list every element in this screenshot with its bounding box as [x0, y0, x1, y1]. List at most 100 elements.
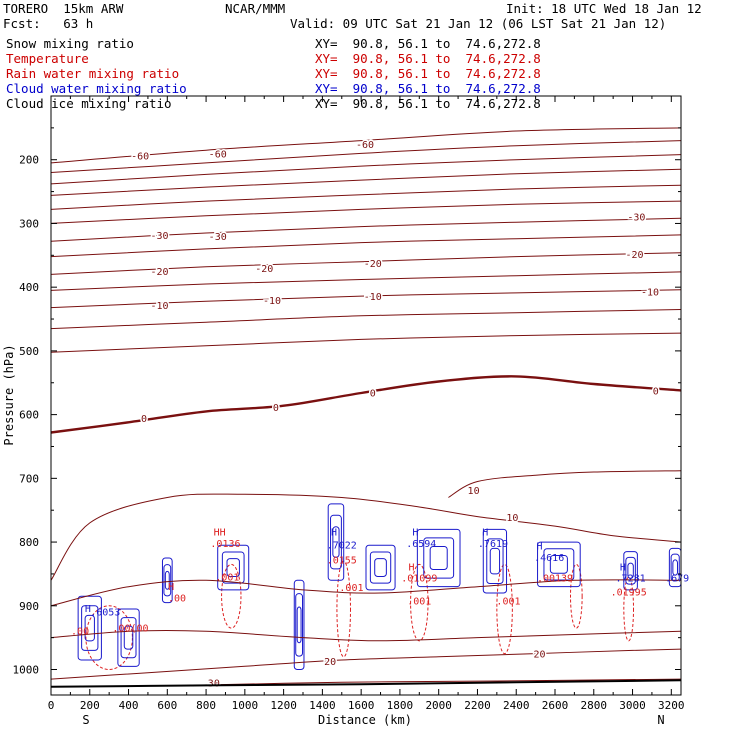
- x-tick-label: 2400: [503, 699, 530, 712]
- isotherm-line: [50, 648, 682, 680]
- field-xsect: XY= 90.8, 56.1 to 74.6,272.8: [315, 51, 541, 66]
- north-label: N: [657, 713, 664, 727]
- cloud-water-contour: [672, 559, 679, 576]
- field-name: Rain water mixing ratio: [6, 66, 180, 81]
- x-tick-label: 2000: [425, 699, 452, 712]
- field-name: Cloud water mixing ratio: [6, 81, 187, 96]
- init-label: Init: 18 UTC Wed 18 Jan 12: [506, 1, 702, 16]
- isotherm-label: 10: [506, 513, 518, 524]
- field-name: Snow mixing ratio: [6, 36, 134, 51]
- isotherm-line: [50, 252, 682, 275]
- cloud-water-contour: [117, 608, 140, 667]
- cloud-water-contour: [164, 570, 170, 590]
- isotherm-label: 20: [324, 657, 336, 668]
- cloud-value-label: H: [620, 563, 626, 574]
- isotherm-line: [50, 200, 682, 224]
- cloud-water-contour: [163, 564, 172, 597]
- x-tick-label: 1200: [270, 699, 297, 712]
- x-tick-label: 600: [157, 699, 177, 712]
- cloud-water-contour: [81, 605, 99, 651]
- x-tick-label: 3000: [619, 699, 646, 712]
- isotherm-label: -20: [625, 250, 643, 261]
- cloud-water-contour: [295, 593, 304, 657]
- isotherm-label: -10: [364, 292, 382, 303]
- isotherm-label: 0: [141, 414, 147, 425]
- rain-value-label: .0136: [210, 539, 240, 550]
- fcst-label: Fcst: 63 h: [3, 16, 94, 31]
- x-tick-label: 2800: [581, 699, 608, 712]
- x-tick-label: 1800: [387, 699, 414, 712]
- cloud-value-label: .7281: [616, 574, 646, 585]
- isotherm-label: 0: [370, 388, 376, 399]
- isotherm-line: [50, 493, 682, 581]
- rain-value-label: .01995: [611, 588, 647, 599]
- isotherm-label: -10: [641, 288, 659, 299]
- x-tick-label: 0: [48, 699, 55, 712]
- cloud-water-contour: [625, 556, 636, 585]
- rain-value-label: .00: [168, 593, 186, 604]
- isotherm-label: -10: [263, 296, 281, 307]
- y-tick-label: 1000: [13, 664, 40, 677]
- y-tick-label: 600: [19, 409, 39, 422]
- isotherm-line: [50, 234, 682, 258]
- cloud-water-contour: [330, 514, 342, 570]
- cloud-value-label: H: [85, 604, 91, 615]
- rain-value-label: .01099: [401, 574, 437, 585]
- model-label: TORERO 15km ARW: [3, 1, 124, 16]
- x-tick-label: 1400: [309, 699, 336, 712]
- field-name: Temperature: [6, 51, 89, 66]
- y-tick-label: 700: [19, 472, 39, 485]
- cloud-water-contour: [217, 544, 250, 591]
- rain-contour: [410, 563, 429, 642]
- y-axis-title: Pressure (hPa): [2, 344, 16, 445]
- rain-value-label: .00139: [537, 574, 573, 585]
- ground-line: [50, 679, 682, 688]
- rain-value-label: H: [168, 582, 174, 593]
- cloud-water-contour: [293, 579, 305, 671]
- isotherm-line: [50, 375, 682, 434]
- cloud-water-contour: [365, 544, 396, 591]
- isotherm-line: [50, 127, 682, 164]
- isotherm-line: [186, 678, 682, 686]
- cloud-water-contour: [221, 551, 245, 584]
- cloud-water-contour: [623, 551, 638, 591]
- cloud-water-contour: [332, 526, 340, 558]
- isotherm-line: [50, 309, 682, 330]
- cloud-water-contour: [369, 551, 392, 584]
- isotherm-label: -30: [627, 212, 645, 223]
- y-tick-label: 500: [19, 345, 39, 358]
- isotherm-label: -20: [364, 259, 382, 270]
- isotherm-label: -60: [356, 140, 374, 151]
- isotherm-line: [50, 332, 682, 353]
- isotherm-label: -20: [151, 267, 169, 278]
- field-xsect: XY= 90.8, 56.1 to 74.6,272.8: [315, 36, 541, 51]
- rain-value-label: .001: [407, 597, 431, 608]
- x-tick-label: 3200: [658, 699, 685, 712]
- isotherm-line: [50, 579, 682, 607]
- rain-value-label: .001: [215, 572, 239, 583]
- cloud-water-contour: [549, 554, 568, 574]
- isotherm-line: [50, 289, 682, 309]
- cloud-water-contour: [543, 548, 575, 581]
- cloud-water-contour: [627, 562, 634, 579]
- y-tick-label: 900: [19, 600, 39, 613]
- isotherm-line: [50, 629, 682, 642]
- isotherm-line: [50, 168, 682, 196]
- y-tick-label: 400: [19, 281, 39, 294]
- cloud-value-label: H: [536, 542, 542, 553]
- isotherm-label: 0: [653, 386, 659, 397]
- field-xsect: XY= 90.8, 56.1 to 74.6,272.8: [315, 96, 541, 111]
- isotherm-label: -20: [255, 264, 273, 275]
- y-tick-label: 200: [19, 154, 39, 167]
- field-xsect: XY= 90.8, 56.1 to 74.6,272.8: [315, 66, 541, 81]
- cloud-value-label: H: [412, 528, 418, 539]
- isotherm-label: 0: [273, 403, 279, 414]
- rain-contour: [570, 563, 583, 629]
- cloud-water-contour: [226, 558, 240, 577]
- valid-label: Valid: 09 UTC Sat 21 Jan 12 (06 LST Sat …: [290, 16, 667, 31]
- isotherm-line: [50, 140, 682, 173]
- isotherm-label: 10: [468, 486, 480, 497]
- isotherm-line: [50, 154, 682, 185]
- cloud-value-label: .6053: [90, 607, 120, 618]
- rain-value-label: H: [409, 563, 415, 574]
